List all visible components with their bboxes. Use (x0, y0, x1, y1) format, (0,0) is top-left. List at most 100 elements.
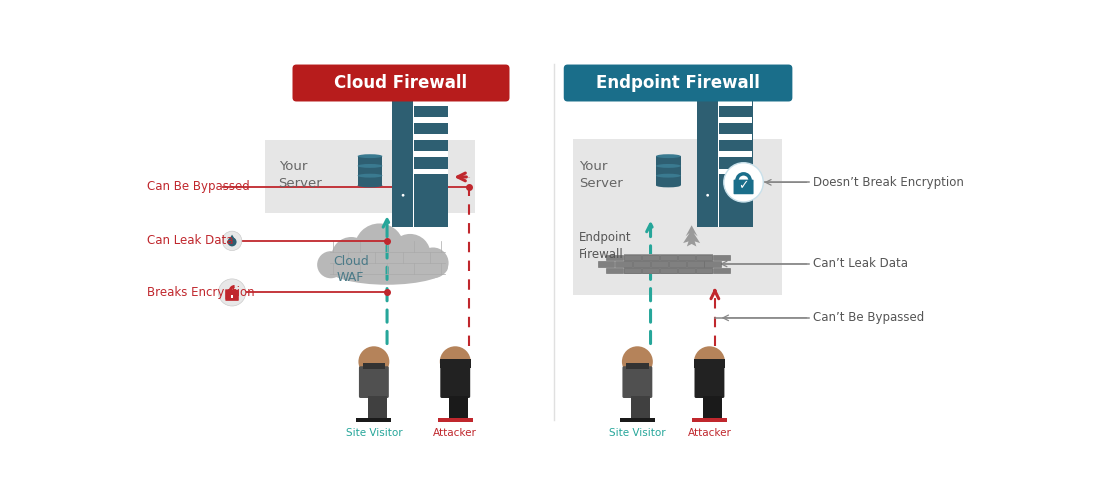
Bar (639, 396, 650, 419)
Bar (458, 396, 468, 419)
Bar (625, 255, 641, 260)
Ellipse shape (656, 164, 681, 168)
Bar (358, 166, 383, 176)
Bar (719, 134, 752, 140)
Bar (440, 359, 471, 368)
Bar (358, 176, 383, 185)
Text: Cloud
WAF: Cloud WAF (332, 255, 368, 284)
Bar (231, 295, 233, 299)
Text: Doesn’t Break Encryption: Doesn’t Break Encryption (813, 176, 965, 189)
Bar (606, 267, 624, 273)
Ellipse shape (358, 164, 383, 168)
Bar (415, 151, 448, 157)
Bar (615, 261, 632, 267)
Bar (656, 166, 681, 176)
Circle shape (359, 346, 389, 377)
Bar (642, 255, 659, 260)
Bar (438, 418, 473, 422)
Text: Your
Server: Your Server (278, 160, 322, 190)
Bar (719, 151, 752, 157)
Bar (719, 117, 752, 123)
FancyBboxPatch shape (359, 366, 388, 398)
Bar (415, 100, 448, 106)
Bar (415, 134, 448, 140)
Text: Cloud Firewall: Cloud Firewall (334, 74, 468, 92)
Bar (393, 100, 414, 227)
Bar (634, 261, 650, 267)
Circle shape (621, 346, 652, 377)
Text: Attacker: Attacker (433, 428, 477, 438)
Bar (625, 267, 641, 273)
Bar (660, 255, 676, 260)
Ellipse shape (656, 174, 681, 178)
Text: Endpoint
Firewall: Endpoint Firewall (580, 231, 631, 261)
Ellipse shape (656, 183, 681, 187)
Bar (358, 156, 383, 166)
Text: Can’t Be Bypassed: Can’t Be Bypassed (813, 312, 924, 324)
Bar (694, 359, 725, 368)
Circle shape (389, 234, 430, 275)
Circle shape (331, 237, 371, 276)
Bar (376, 396, 387, 419)
Bar (265, 140, 474, 213)
Bar (656, 176, 681, 185)
Bar (656, 156, 681, 166)
Circle shape (418, 248, 449, 278)
Ellipse shape (358, 174, 383, 178)
Polygon shape (229, 235, 235, 240)
Bar (718, 100, 752, 227)
Bar (363, 363, 385, 369)
Bar (714, 267, 730, 273)
Bar (651, 261, 668, 267)
Text: ✓: ✓ (738, 179, 749, 192)
Bar (415, 117, 448, 123)
Bar (620, 418, 654, 422)
Circle shape (402, 194, 405, 197)
FancyBboxPatch shape (734, 180, 754, 194)
Bar (624, 254, 713, 274)
Text: Can Leak Data: Can Leak Data (146, 234, 233, 247)
FancyBboxPatch shape (563, 64, 792, 101)
Bar (414, 100, 449, 227)
Bar (712, 396, 723, 419)
Text: Breaks Encryption: Breaks Encryption (146, 286, 254, 299)
Bar (678, 267, 694, 273)
Bar (631, 396, 642, 419)
Circle shape (440, 346, 471, 377)
Circle shape (317, 251, 344, 278)
Bar (356, 418, 392, 422)
Text: Endpoint Firewall: Endpoint Firewall (596, 74, 760, 92)
Text: Attacker: Attacker (688, 428, 732, 438)
Ellipse shape (219, 279, 245, 306)
Ellipse shape (327, 251, 448, 285)
Circle shape (724, 163, 763, 202)
Bar (449, 396, 460, 419)
Bar (660, 267, 676, 273)
Text: Site Visitor: Site Visitor (609, 428, 666, 438)
FancyBboxPatch shape (226, 290, 239, 301)
FancyBboxPatch shape (440, 366, 470, 398)
Text: Can Be Bypassed: Can Be Bypassed (146, 180, 250, 193)
Ellipse shape (222, 231, 242, 251)
Ellipse shape (358, 183, 383, 187)
Bar (686, 261, 704, 267)
Ellipse shape (656, 154, 681, 158)
Circle shape (706, 194, 710, 197)
Bar (415, 168, 448, 174)
Circle shape (694, 346, 725, 377)
Text: Site Visitor: Site Visitor (345, 428, 403, 438)
Polygon shape (683, 225, 701, 247)
Bar (703, 396, 714, 419)
Bar (695, 267, 713, 273)
FancyBboxPatch shape (293, 64, 509, 101)
FancyBboxPatch shape (694, 366, 725, 398)
Bar (669, 261, 685, 267)
Bar (697, 100, 718, 227)
Circle shape (354, 224, 404, 273)
Bar (642, 267, 659, 273)
Bar (695, 255, 713, 260)
Ellipse shape (358, 154, 383, 158)
Bar (606, 255, 624, 260)
Bar (678, 255, 694, 260)
Bar (692, 418, 727, 422)
